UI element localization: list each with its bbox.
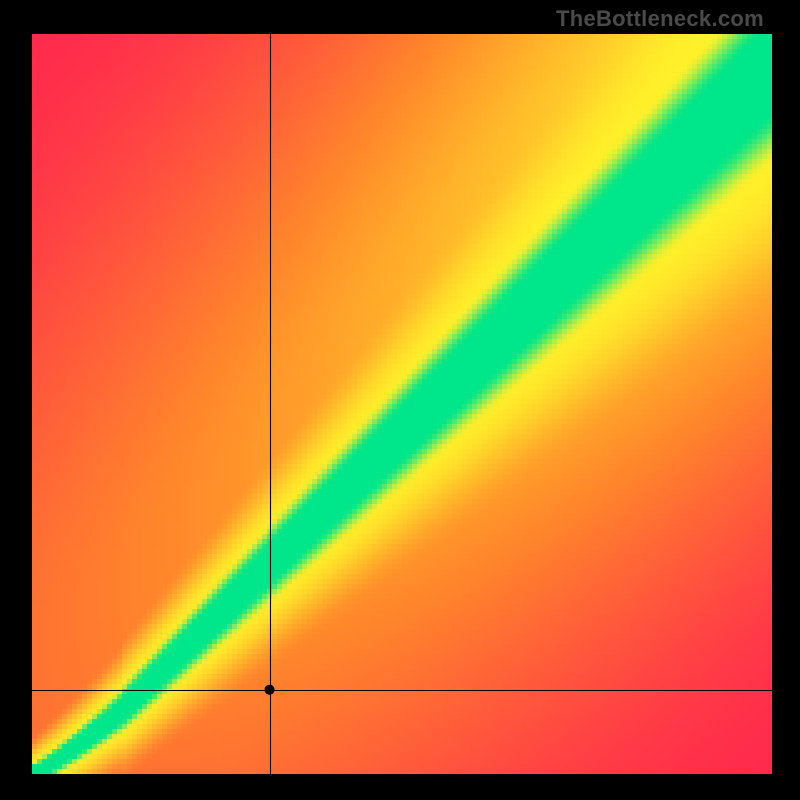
crosshair-overlay bbox=[32, 34, 772, 774]
attribution-text: TheBottleneck.com bbox=[556, 6, 764, 32]
bottleneck-heatmap bbox=[32, 34, 772, 774]
